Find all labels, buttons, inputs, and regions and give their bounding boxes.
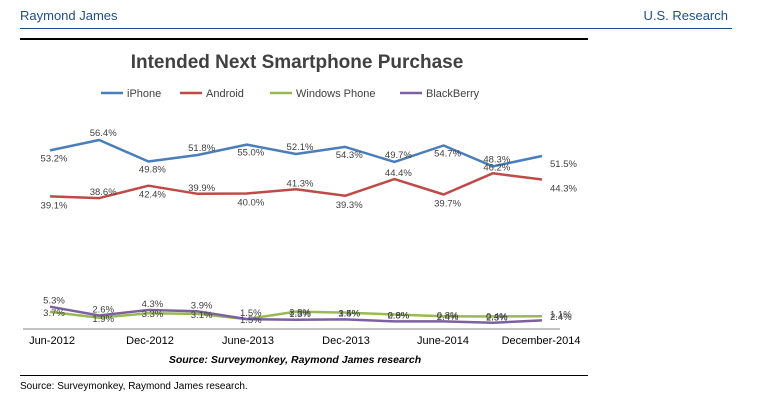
x-tick-label: June-2014 <box>417 335 469 347</box>
data-label-android: 44.4% <box>385 168 412 179</box>
x-tick-label: December-2014 <box>502 335 581 347</box>
chart-bottom-border <box>20 375 588 376</box>
data-label-blackberry: 1.4% <box>338 308 360 319</box>
x-tick-label: Dec-2013 <box>322 335 370 347</box>
data-label-blackberry: 3.9% <box>191 300 213 311</box>
chart-title: Intended Next Smartphone Purchase <box>131 52 464 73</box>
data-label-iphone: 56.4% <box>90 128 117 139</box>
data-label-blackberry: 0.8% <box>388 310 410 321</box>
data-label-blackberry: 0.8% <box>437 310 459 321</box>
chart-source-note: Source: Surveymonkey, Raymond James rese… <box>169 354 421 366</box>
data-labels: 53.2% 56.4% 49.8% 51.8% 55.0% 52.1% 54.3% 49.7%… <box>41 128 578 326</box>
series-line-android <box>49 172 543 200</box>
data-label-blackberry: 1.3% <box>289 309 311 320</box>
data-label-iphone: 49.8% <box>139 165 166 176</box>
data-label-blackberry: 5.3% <box>43 296 65 307</box>
data-label-windows-phone: 2.4% <box>437 312 459 323</box>
chart-top-border <box>20 38 588 40</box>
series-lines <box>49 138 543 324</box>
company-name: Raymond James <box>20 8 118 23</box>
chart-legend: iPhone Android Windows Phone BlackBerry <box>101 88 480 100</box>
x-axis-ticks: Jun-2012 Dec-2012 June-2013 Dec-2013 June-20… <box>29 335 580 347</box>
data-label-iphone: 55.0% <box>237 148 264 159</box>
legend-label-blackberry: BlackBerry <box>426 88 480 100</box>
data-label-blackberry: 4.3% <box>142 299 164 310</box>
data-label-android: 40.0% <box>237 198 264 209</box>
series-line-blackberry <box>49 305 543 324</box>
data-label-windows-phone: 3.7% <box>43 308 65 319</box>
legend-label-android: Android <box>206 88 244 100</box>
data-label-iphone: 52.1% <box>287 142 314 153</box>
data-label-windows-phone: 2.9% <box>388 311 410 322</box>
data-label-android: 39.7% <box>434 199 461 210</box>
data-label-windows-phone: 1.9% <box>92 314 114 325</box>
x-tick-label: June-2013 <box>222 335 274 347</box>
data-label-android: 39.1% <box>41 200 68 211</box>
x-tick-label: Jun-2012 <box>29 335 75 347</box>
data-label-windows-phone: 2.4% <box>550 312 572 323</box>
data-label-blackberry: 1.5% <box>240 308 262 319</box>
data-label-iphone: 51.8% <box>188 143 215 154</box>
data-label-android: 39.3% <box>336 200 363 211</box>
data-label-android: 39.9% <box>188 183 215 194</box>
data-label-windows-phone: 3.8% <box>289 308 311 319</box>
header-divider <box>20 28 732 29</box>
data-label-android: 41.3% <box>287 178 314 189</box>
data-label-windows-phone: 2.3% <box>486 313 508 324</box>
data-label-blackberry: 1.1% <box>550 309 572 320</box>
data-label-android: 38.6% <box>90 187 117 198</box>
data-label-iphone: 49.7% <box>385 150 412 161</box>
research-division: U.S. Research <box>643 8 728 23</box>
series-line-iphone <box>49 138 543 168</box>
data-label-iphone: 53.2% <box>41 153 68 164</box>
data-label-iphone: 51.5% <box>550 159 577 170</box>
data-label-android: 44.3% <box>550 184 577 195</box>
footnote-source: Source: Surveymonkey, Raymond James rese… <box>20 381 248 392</box>
series-line-windows-phone <box>49 310 543 321</box>
data-label-iphone: 54.3% <box>336 150 363 161</box>
legend-label-iphone: iPhone <box>127 88 161 100</box>
data-label-iphone: 48.3% <box>483 154 510 165</box>
data-label-iphone: 54.7% <box>434 149 461 160</box>
data-label-blackberry: 2.6% <box>92 305 114 316</box>
x-tick-label: Dec-2012 <box>126 335 174 347</box>
data-label-android: 42.4% <box>139 190 166 201</box>
data-label-windows-phone: 3.5% <box>338 309 360 320</box>
data-label-windows-phone: 3.1% <box>191 310 213 321</box>
data-label-blackberry: 0.4% <box>486 312 508 323</box>
data-label-windows-phone: 1.5% <box>240 315 262 326</box>
data-label-windows-phone: 3.3% <box>142 309 164 320</box>
data-label-android: 46.2% <box>483 162 510 173</box>
legend-label-windows-phone: Windows Phone <box>296 88 376 100</box>
